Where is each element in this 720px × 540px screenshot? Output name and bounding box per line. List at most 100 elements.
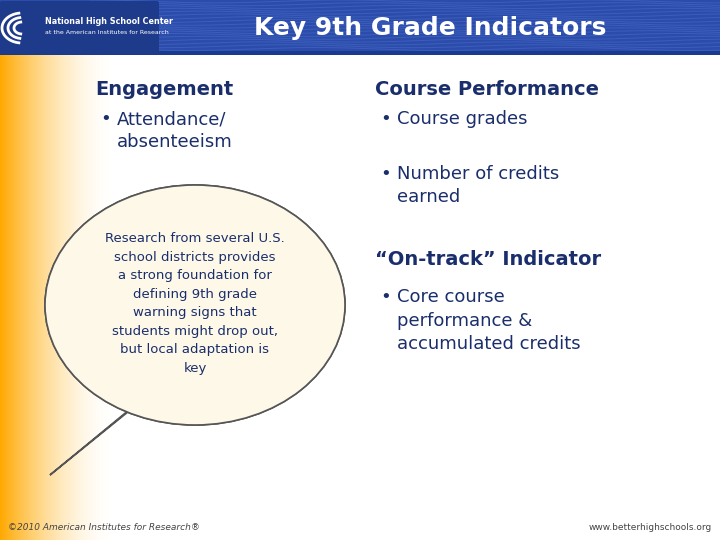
Bar [27,50,28,540]
Bar [83,50,84,540]
Bar [97,50,98,540]
Bar [23,50,24,540]
Bar [87,50,88,540]
Bar [18,50,19,540]
Bar [10,50,11,540]
Bar [7,50,8,540]
Bar [35,50,36,540]
Bar [85,50,86,540]
Bar [92,50,93,540]
FancyBboxPatch shape [0,1,159,54]
Text: school districts provides: school districts provides [114,251,276,264]
Bar [67,50,68,540]
Bar [60,50,61,540]
Bar [11,50,12,540]
Bar [91,50,92,540]
Bar [81,50,82,540]
Bar [44,50,45,540]
Bar [56,50,57,540]
Text: Course Performance: Course Performance [375,80,599,99]
Text: Key 9th Grade Indicators: Key 9th Grade Indicators [254,16,606,39]
Bar [77,50,78,540]
Bar [79,50,80,540]
Bar [45,50,46,540]
Bar [84,50,85,540]
Bar [36,50,37,540]
Bar [105,50,106,540]
Bar [0,51,720,55]
Bar [101,50,102,540]
Bar [48,50,49,540]
Bar [80,50,81,540]
Bar [113,50,114,540]
Bar [20,50,21,540]
Text: a strong foundation for: a strong foundation for [118,269,272,282]
Bar [12,50,13,540]
Bar [40,50,41,540]
Text: warning signs that: warning signs that [133,306,257,319]
Bar [55,50,56,540]
Bar [66,50,67,540]
Bar [47,50,48,540]
Bar [61,50,62,540]
Bar [111,50,112,540]
Bar [9,50,10,540]
Bar [94,50,95,540]
Text: Course grades: Course grades [397,110,528,128]
Bar [109,50,110,540]
Bar [71,50,72,540]
Bar [49,50,50,540]
Bar [65,50,66,540]
Bar [104,50,105,540]
Bar [88,50,89,540]
Bar [13,50,14,540]
Bar [46,50,47,540]
Bar [32,50,33,540]
Bar [29,50,30,540]
Text: www.betterhighschools.org: www.betterhighschools.org [589,523,712,532]
Text: “On-track” Indicator: “On-track” Indicator [375,250,601,269]
Bar [37,50,38,540]
Bar [4,50,5,540]
Bar [2,50,3,540]
Text: •: • [380,110,391,128]
Bar [75,50,76,540]
Bar [25,50,26,540]
Bar [90,50,91,540]
Bar [3,50,4,540]
Bar [52,50,53,540]
Bar [108,50,109,540]
Bar [41,50,42,540]
Text: students might drop out,: students might drop out, [112,325,278,338]
Bar [1,50,2,540]
Bar [86,50,87,540]
Bar [34,50,35,540]
Ellipse shape [45,185,345,425]
Bar [64,50,65,540]
Bar [58,50,59,540]
Bar [33,50,34,540]
Bar [39,50,40,540]
Bar [0,0,720,55]
Bar [42,50,43,540]
Bar [62,50,63,540]
Bar [14,50,15,540]
Bar [93,50,94,540]
Text: Number of credits
earned: Number of credits earned [397,165,559,206]
Bar [78,50,79,540]
Bar [114,50,115,540]
Bar [54,50,55,540]
Bar [50,50,51,540]
Bar [24,50,25,540]
Text: key: key [184,362,207,375]
Ellipse shape [45,185,345,425]
Bar [107,50,108,540]
Bar [95,50,96,540]
Text: defining 9th grade: defining 9th grade [133,288,257,301]
Bar [26,50,27,540]
Bar [31,50,32,540]
Bar [106,50,107,540]
Bar [53,50,54,540]
Polygon shape [50,390,155,475]
Bar [69,50,70,540]
